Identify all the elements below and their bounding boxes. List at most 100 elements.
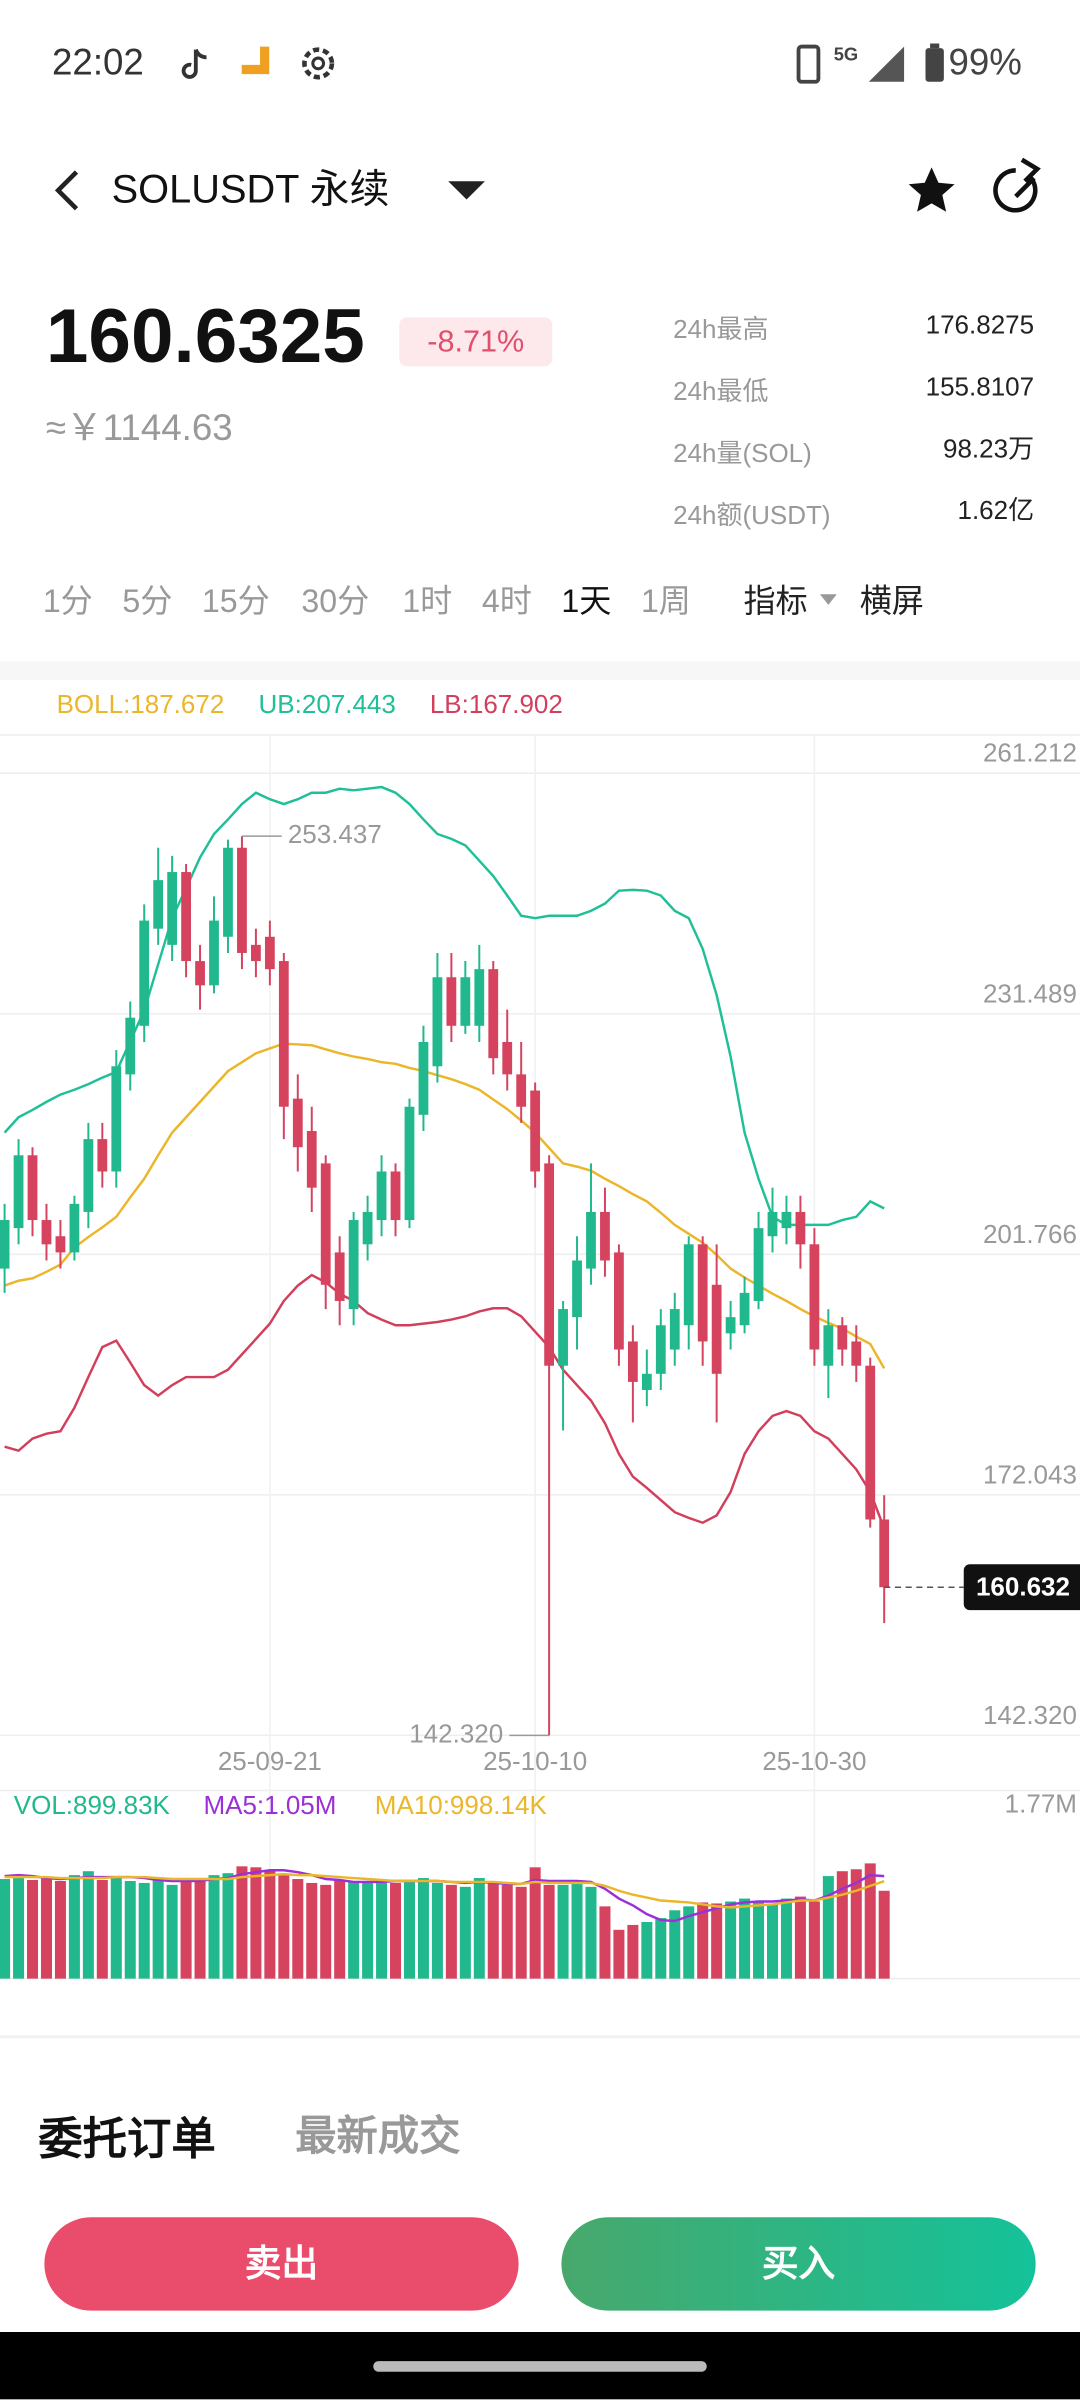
volume-bar	[208, 1875, 220, 1979]
volume-bar	[766, 1903, 779, 1979]
interval[interactable]: 4时	[482, 583, 532, 619]
candle-body	[209, 920, 219, 986]
last-price: 160.6325	[46, 294, 365, 379]
candle-body	[125, 1017, 136, 1075]
favorite-button[interactable]	[908, 167, 955, 212]
back-button[interactable]	[54, 170, 79, 211]
sim-icon	[796, 44, 821, 84]
volume-bar	[599, 1906, 611, 1979]
tab[interactable]: 最新成交	[295, 2113, 460, 2159]
volume-bar	[794, 1896, 806, 1979]
interval[interactable]: 1分	[43, 583, 93, 619]
candle-body	[55, 1236, 66, 1253]
interval[interactable]: 5分	[122, 583, 172, 619]
y-tick-label: 231.489	[983, 978, 1077, 1008]
volume-bar	[180, 1880, 192, 1979]
candle-body	[446, 977, 457, 1026]
candle-body	[223, 847, 233, 937]
volume-bar	[529, 1867, 541, 1979]
volume-bar	[54, 1880, 66, 1979]
candle-body	[767, 1211, 778, 1237]
candle-body	[27, 1155, 38, 1221]
volume-bar	[515, 1886, 527, 1979]
candle-body	[655, 1325, 666, 1374]
tiktok-icon	[181, 48, 207, 79]
volume-bar	[473, 1878, 485, 1979]
candle-body	[586, 1211, 596, 1269]
interval[interactable]: 15分	[202, 583, 270, 619]
app-icon	[241, 46, 270, 75]
volume-bar	[292, 1879, 304, 1979]
sell-button[interactable]	[44, 2217, 519, 2311]
candle-body	[460, 977, 471, 1026]
toolbar-button[interactable]: 横屏	[860, 583, 924, 619]
stat-label: 24h量(SOL)	[673, 438, 812, 468]
toolbar-button[interactable]: 指标	[743, 583, 807, 619]
interval[interactable]: 1周	[641, 583, 691, 619]
candle-body	[502, 1041, 513, 1075]
candle-body	[167, 872, 178, 945]
share-button[interactable]	[993, 168, 1038, 213]
candle-body	[306, 1131, 317, 1188]
indicator-legend: UB:207.443	[259, 689, 396, 719]
boll-line	[4, 1273, 886, 1529]
candle-body	[153, 880, 164, 929]
volume-bar	[431, 1882, 443, 1979]
separator	[0, 661, 1080, 680]
symbol[interactable]: SOLUSDT 永续	[112, 167, 390, 211]
candle-body	[669, 1309, 680, 1350]
volume-bar	[96, 1880, 108, 1979]
symbol-dropdown[interactable]	[448, 181, 485, 200]
candle-body	[572, 1260, 582, 1318]
volume-bar	[725, 1901, 737, 1979]
battery-nub	[930, 43, 940, 49]
volume-bar	[822, 1876, 834, 1979]
volume-bar	[82, 1871, 94, 1979]
interval-active[interactable]: 1天	[561, 583, 611, 619]
candle-body	[181, 872, 191, 962]
interval[interactable]: 30分	[301, 583, 369, 619]
buy-button[interactable]	[561, 2217, 1036, 2311]
price-change: -8.71%	[427, 324, 524, 358]
network-type: 5G	[834, 44, 858, 65]
boll-line	[4, 1042, 886, 1369]
volume-bar	[627, 1924, 639, 1979]
candle-body	[711, 1284, 722, 1374]
volume-bar	[0, 1879, 11, 1979]
volume-legend: VOL:899.83K	[14, 1790, 171, 1820]
battery-level: 99%	[948, 42, 1021, 83]
candle-body	[432, 977, 443, 1067]
volume-bar	[878, 1890, 890, 1979]
candle-body	[837, 1325, 848, 1350]
candle-body	[809, 1244, 820, 1350]
candle-body	[823, 1325, 834, 1366]
volume-bar	[445, 1884, 457, 1979]
indicator-dropdown	[819, 594, 837, 605]
volume-bar	[306, 1882, 318, 1979]
volume-bar	[27, 1880, 39, 1979]
volume-bar	[585, 1886, 597, 1979]
interval[interactable]: 1时	[402, 583, 452, 619]
volume-bar	[138, 1882, 150, 1979]
volume-bar	[697, 1902, 709, 1979]
volume-bar	[376, 1880, 388, 1979]
home-indicator[interactable]	[373, 2361, 707, 2372]
stat-label: 24h最高	[673, 314, 768, 344]
candle-body	[41, 1220, 52, 1245]
battery-icon	[925, 48, 944, 82]
settings-icon-center	[311, 56, 326, 71]
volume-bar	[222, 1873, 234, 1979]
candle-body	[404, 1106, 415, 1221]
volume-bar	[152, 1878, 164, 1979]
stat-value: 1.62亿	[957, 495, 1034, 525]
kline-chart[interactable]: 261.212 231.489 201.766 172.043 142.320 25-09…	[0, 689, 1080, 1979]
candle-body	[195, 961, 205, 986]
annotation-label: 253.437	[288, 819, 382, 849]
volume-bar	[501, 1884, 513, 1979]
candle-body	[558, 1309, 568, 1366]
candle-body	[753, 1228, 764, 1301]
candle-body	[781, 1211, 792, 1229]
tab-active[interactable]: 委托订单	[38, 2115, 215, 2164]
y-tick-label: 172.043	[983, 1459, 1077, 1489]
